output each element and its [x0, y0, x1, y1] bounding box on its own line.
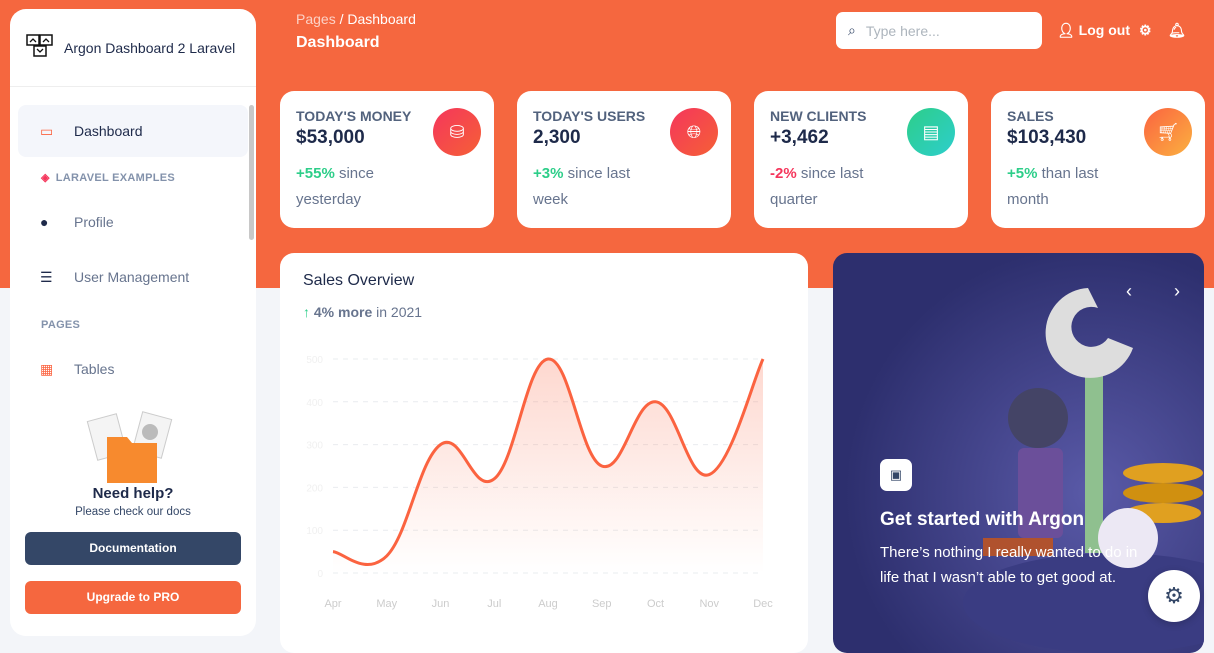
help-title: Need help? — [92, 485, 174, 502]
stat-card-sales: SALES $103,430 +5% than last month 🛒︎ — [991, 91, 1205, 228]
help-card: Need help? Please check our docs Documen… — [10, 405, 256, 614]
logo-icon — [26, 33, 53, 57]
sidebar-item-dashboard[interactable]: ▭ Dashboard — [18, 105, 248, 157]
breadcrumb-pages[interactable]: Pages — [296, 11, 336, 27]
user-icon: 👤︎ — [1057, 22, 1075, 38]
x-tick-label: Jul — [487, 598, 501, 610]
sidebar-item-label: User Management — [74, 269, 190, 285]
carousel-prev-icon[interactable]: ‹ — [1126, 281, 1132, 301]
search-placeholder: Type here... — [865, 22, 940, 39]
y-tick-label: 300 — [306, 441, 323, 452]
chart-subtitle: ↑ 4% more in 2021 — [303, 304, 423, 320]
stat-change: +5% than last month — [1007, 165, 1099, 208]
carousel-title: Get started with Argon — [880, 509, 1085, 530]
section-laravel-examples: ◈ LARAVEL EXAMPLES — [41, 172, 176, 184]
configurator-gear-icon[interactable]: ⚙ — [1148, 570, 1200, 622]
arrow-up-icon: ↑ — [303, 304, 310, 320]
stat-card-users: TODAY'S USERS 2,300 +3% since last week … — [517, 91, 731, 228]
x-tick-label: Oct — [647, 598, 664, 610]
y-tick-label: 400 — [306, 398, 323, 409]
stat-label: TODAY'S USERS — [533, 108, 646, 124]
x-tick-label: Apr — [324, 598, 341, 610]
stat-card-money: TODAY'S MONEY $53,000 +55% since yesterd… — [280, 91, 494, 228]
stat-value: $53,000 — [296, 127, 365, 148]
list-icon: ☰ — [40, 268, 53, 285]
sidebar-item-label: Profile — [74, 214, 114, 230]
logout-link[interactable]: 👤︎ Log out — [1057, 22, 1130, 38]
sidebar-item-tables[interactable]: ▦ Tables — [18, 343, 248, 395]
search-icon: ⌕ — [848, 22, 856, 38]
stat-change: +55% since yesterday — [296, 165, 374, 208]
sidebar-item-user-management[interactable]: ☰ User Management — [18, 251, 248, 303]
sidebar-item-label: Tables — [74, 361, 115, 377]
carousel-text: There’s nothing I really wanted to do in… — [880, 544, 1138, 586]
x-tick-label: Dec — [753, 598, 773, 610]
stat-value: +3,462 — [770, 127, 829, 148]
calendar-icon: ▦ — [40, 360, 54, 377]
bell-icon[interactable]: 🔔︎ — [1168, 22, 1186, 38]
money-coins-icon: ⛁ — [433, 108, 481, 156]
sidebar-item-label: Dashboard — [74, 123, 143, 139]
carousel-next-icon[interactable]: › — [1174, 281, 1180, 301]
x-tick-label: Sep — [592, 598, 612, 610]
breadcrumb-separator: / — [339, 11, 344, 27]
paper-icon: ▤ — [907, 108, 955, 156]
monitor-icon: ▭ — [40, 122, 54, 139]
x-tick-label: Jun — [432, 598, 450, 610]
sidebar-scrollbar[interactable] — [249, 105, 254, 240]
page-title: Dashboard — [296, 34, 380, 51]
series-area — [333, 358, 763, 573]
search-input[interactable]: ⌕ Type here... — [836, 12, 1042, 49]
x-tick-label: Aug — [538, 598, 558, 610]
carousel: ‹ › ▣ Get started with Argon There’s not… — [833, 253, 1204, 653]
stat-label: TODAY'S MONEY — [296, 108, 412, 124]
carousel-illustration — [963, 288, 1204, 653]
stat-label: SALES — [1007, 108, 1054, 124]
x-tick-label: May — [376, 598, 397, 610]
stat-label: NEW CLIENTS — [770, 108, 867, 124]
world-icon: 🌐︎ — [670, 108, 718, 156]
stat-change: -2% since last quarter — [770, 165, 864, 208]
cart-icon: 🛒︎ — [1144, 108, 1192, 156]
brand-name: Argon Dashboard 2 Laravel — [64, 39, 236, 56]
breadcrumb-current: Dashboard — [347, 11, 416, 27]
user-icon: ● — [40, 214, 49, 230]
section-pages: PAGES — [41, 319, 81, 331]
sales-overview-card: Sales Overview ↑ 4% more in 2021 0 100 200… — [280, 253, 808, 653]
laravel-icon: ◈ — [41, 172, 50, 184]
documentation-button[interactable]: Documentation — [25, 532, 241, 565]
stat-change: +3% since last week — [533, 165, 631, 208]
stat-value: $103,430 — [1007, 127, 1087, 148]
series-line — [332, 357, 765, 566]
sales-line-chart: 0 100 200 300 400 500 Apr May Jun Jul Aug Sep Oct Nov… — [306, 355, 773, 610]
y-tick-label: 500 — [306, 355, 323, 366]
folder-illustration-icon — [86, 411, 173, 483]
help-text: Please check our docs — [75, 506, 191, 518]
y-tick-label: 200 — [306, 483, 323, 494]
brand[interactable]: Argon Dashboard 2 Laravel — [10, 9, 256, 87]
camera-icon: ▣ — [880, 459, 912, 491]
x-tick-label: Nov — [699, 598, 719, 610]
stat-value: 2,300 — [533, 127, 581, 148]
breadcrumb: Pages / Dashboard Dashboard — [296, 11, 416, 52]
sidebar: Argon Dashboard 2 Laravel ▭ Dashboard ◈ LA… — [10, 9, 256, 636]
y-tick-label: 100 — [306, 526, 323, 537]
y-tick-label: 0 — [317, 569, 323, 580]
stat-card-clients: NEW CLIENTS +3,462 -2% since last quarte… — [754, 91, 968, 228]
sidebar-item-profile[interactable]: ● Profile — [18, 196, 248, 248]
settings-icon[interactable]: ⚙ — [1139, 22, 1152, 38]
upgrade-pro-button[interactable]: Upgrade to PRO — [25, 581, 241, 614]
chart-title: Sales Overview — [303, 272, 415, 289]
